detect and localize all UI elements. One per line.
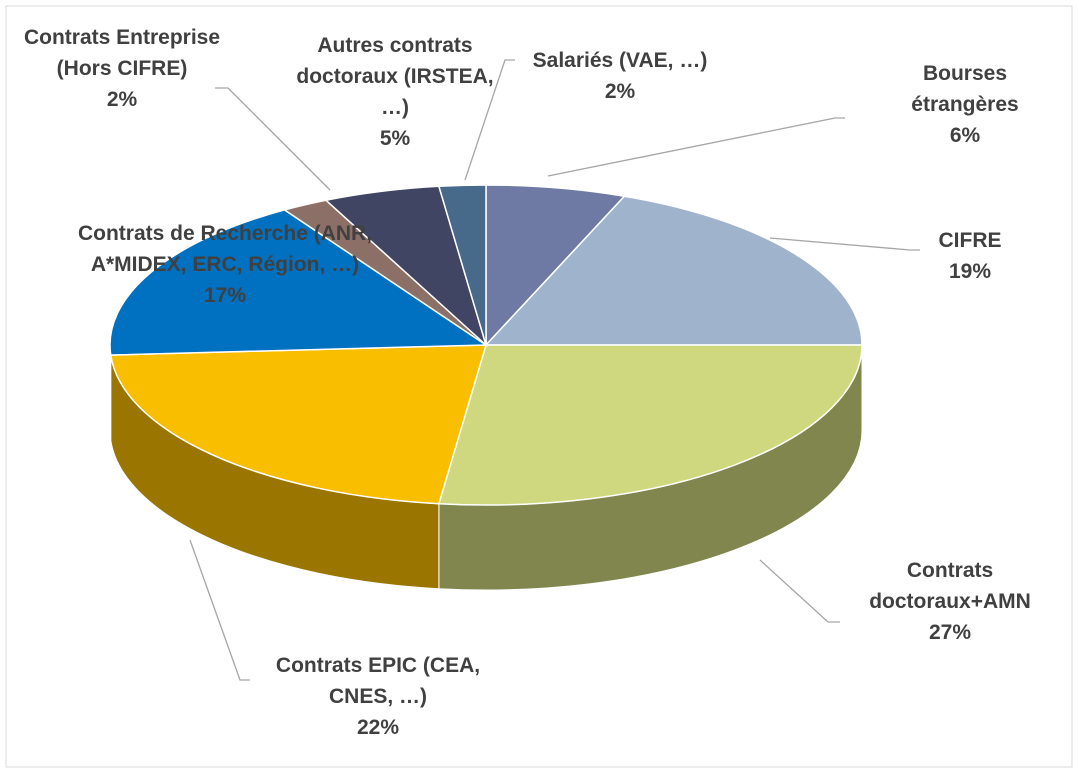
pie-slice: [437, 344, 863, 506]
leader-line: [189, 539, 250, 681]
category-label: Contrats Entreprise (Hors CIFRE): [23, 26, 221, 80]
category-label: CIFRE: [938, 229, 1002, 252]
data-label: Salariés (VAE, …) 2%: [500, 45, 740, 107]
value-label: 2%: [106, 88, 138, 111]
data-label: CIFRE 19%: [895, 225, 1045, 287]
value-label: 2%: [604, 80, 636, 103]
data-label: Contrats doctoraux+AMN 27%: [845, 555, 1055, 648]
data-label: Contrats Entreprise (Hors CIFRE) 2%: [22, 22, 222, 115]
leader-line: [215, 87, 331, 191]
leader-lines: [189, 59, 920, 681]
value-label: 5%: [379, 127, 411, 150]
pie-slice: [109, 209, 489, 356]
leader-line: [759, 559, 840, 623]
category-label: Autres contrats doctoraux (IRSTEA, …): [296, 34, 494, 119]
category-label: Bourses étrangères: [911, 62, 1019, 116]
leader-line: [769, 237, 920, 251]
value-label: 17%: [203, 284, 247, 307]
value-label: 19%: [948, 260, 992, 283]
pie-slice: [485, 184, 626, 347]
pie-slice: [437, 184, 487, 346]
value-label: 6%: [949, 124, 981, 147]
data-label: Bourses étrangères 6%: [880, 58, 1050, 151]
pie-sides: [109, 344, 863, 591]
pie-tops: [109, 184, 863, 506]
pie-slice-side: [109, 344, 112, 441]
value-label: 22%: [356, 716, 400, 739]
leader-line: [464, 59, 515, 181]
category-label: Contrats doctoraux+AMN: [869, 559, 1031, 613]
pie-slice: [484, 195, 863, 346]
data-label: Contrats de Recherche (ANR, A*MIDEX, ERC…: [30, 218, 420, 311]
data-label: Autres contrats doctoraux (IRSTEA, …) 5%: [295, 30, 495, 154]
chart-border: [5, 5, 1073, 768]
category-label: Contrats EPIC (CEA, CNES, …): [275, 654, 481, 708]
leader-line: [547, 117, 845, 177]
category-label: Salariés (VAE, …): [532, 49, 708, 72]
pie-slice: [109, 344, 488, 505]
value-label: 27%: [928, 621, 972, 644]
category-label: Contrats de Recherche (ANR, A*MIDEX, ERC…: [77, 222, 373, 276]
data-label: Contrats EPIC (CEA, CNES, …) 22%: [248, 650, 508, 743]
